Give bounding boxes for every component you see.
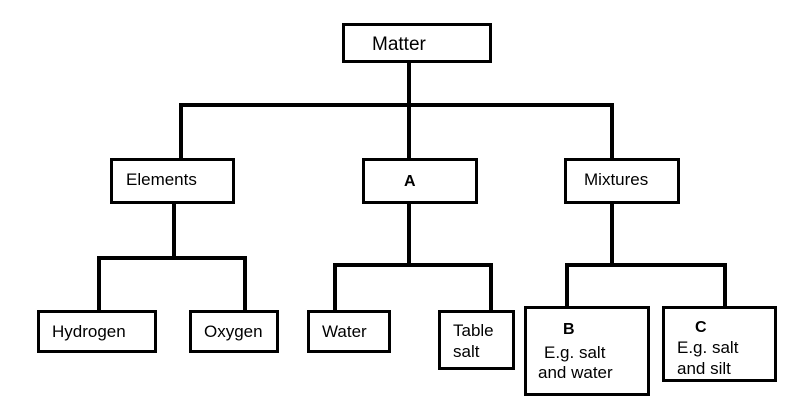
node-water-label: Water [322, 322, 367, 341]
node-b-line1: E.g. salt [544, 343, 606, 362]
node-table-salt-line1: Table [453, 321, 494, 340]
node-mixtures: Mixtures [564, 158, 680, 204]
node-b-letter: B [563, 321, 575, 338]
node-b-line2: and water [538, 363, 613, 382]
node-water: Water [307, 310, 391, 353]
node-c-line2: and silt [677, 359, 731, 378]
node-elements-label: Elements [126, 170, 197, 189]
node-c-line1: E.g. salt [677, 338, 739, 357]
node-table-salt: Table salt [438, 310, 515, 370]
node-hydrogen-label: Hydrogen [52, 322, 126, 341]
node-c-letter: C [695, 319, 707, 336]
node-elements: Elements [110, 158, 235, 204]
node-b: B E.g. salt and water [524, 306, 650, 396]
node-hydrogen: Hydrogen [37, 310, 157, 353]
node-oxygen: Oxygen [189, 310, 279, 353]
node-table-salt-line2: salt [453, 342, 480, 361]
node-a-label: A [404, 173, 416, 190]
node-matter-label: Matter [372, 34, 426, 55]
node-c: C E.g. salt and silt [662, 306, 777, 382]
node-matter: Matter [342, 23, 492, 63]
node-oxygen-label: Oxygen [204, 322, 263, 341]
node-mixtures-label: Mixtures [584, 170, 649, 189]
node-a: A [362, 158, 478, 204]
node-table-salt-label: Table salt [453, 320, 494, 362]
